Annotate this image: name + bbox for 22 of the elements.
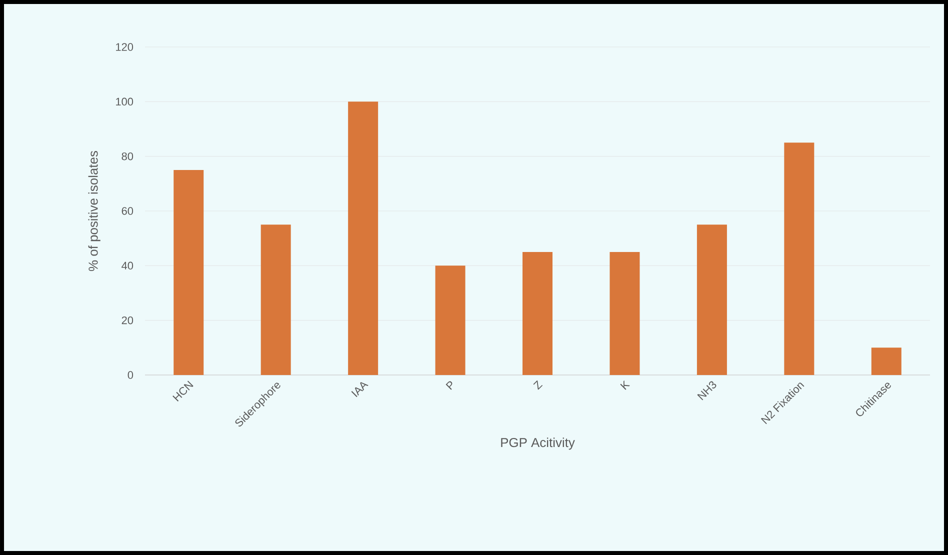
x-tick-label: P	[446, 381, 452, 390]
bar	[522, 252, 553, 375]
bar	[696, 224, 727, 375]
y-tick-label: 80	[122, 152, 134, 160]
y-tick-label: 0	[128, 371, 134, 379]
y-tick-label: 100	[116, 98, 134, 106]
y-tick-label: 40	[122, 262, 134, 270]
x-axis-title: PGP Acitivity	[501, 438, 575, 450]
bar	[260, 224, 291, 375]
bar	[348, 102, 378, 375]
y-tick-label: 120	[116, 43, 134, 51]
y-tick-label: 20	[122, 316, 134, 324]
y-axis-title: % of positive isolates	[88, 151, 100, 271]
bar	[871, 348, 902, 375]
bar	[174, 170, 204, 375]
x-tick-label: K	[620, 380, 630, 390]
x-tick-label: Z	[533, 380, 543, 390]
y-tick-label: 60	[122, 207, 134, 215]
bar	[435, 266, 466, 375]
bar	[784, 142, 814, 375]
bar	[610, 252, 640, 375]
x-tick-label: IAA	[351, 382, 368, 398]
